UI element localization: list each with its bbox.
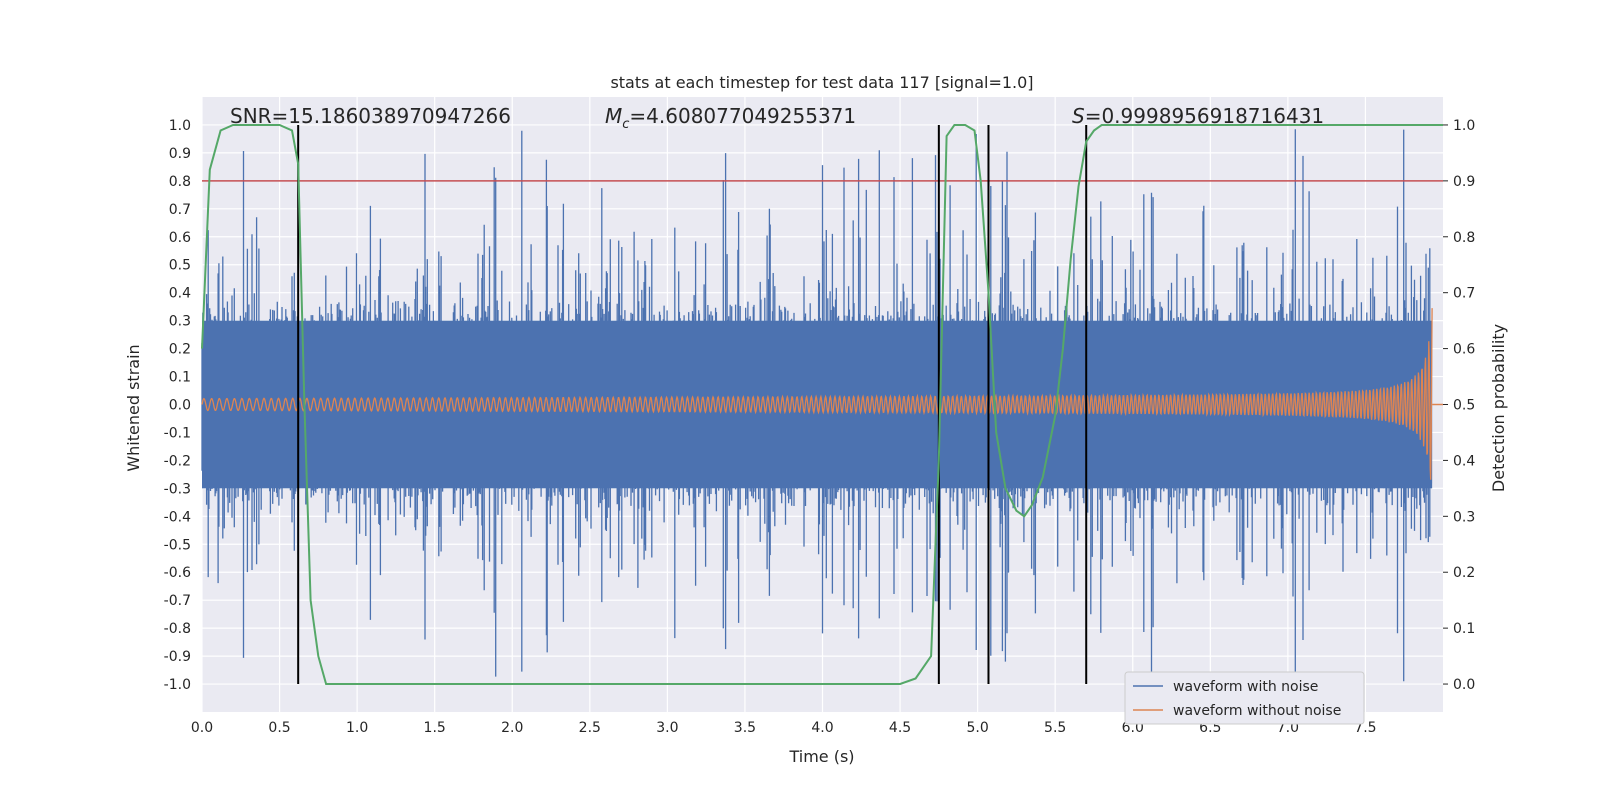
y-axis-left-label: Whitened strain — [124, 344, 143, 471]
y-left-tick-label: 0.7 — [169, 202, 191, 218]
x-tick-label: 0.0 — [191, 720, 213, 736]
y-right-tick-label: 0.5 — [1453, 398, 1475, 414]
legend-box — [1124, 671, 1365, 725]
y-left-tick-label: 0.3 — [169, 314, 191, 330]
y-left-tick-label: 0.6 — [169, 230, 191, 246]
x-axis-label: Time (s) — [788, 747, 854, 766]
detection-probability-line — [201, 124, 1443, 685]
y-axis-right-label: Detection probability — [1489, 324, 1508, 492]
x-tick-label: 5.5 — [1044, 720, 1066, 736]
y-right-tick-label: 0.6 — [1453, 342, 1475, 358]
overlay-layer — [201, 124, 1443, 685]
y-right-tick-label: 0.3 — [1453, 509, 1475, 525]
y-left-tick-label: 1.0 — [169, 118, 191, 134]
x-tick-label: 5.0 — [966, 720, 988, 736]
y-right-tick-label: 1.0 — [1453, 118, 1475, 134]
series-layer — [201, 129, 1443, 682]
y-left-tick-label: -0.5 — [164, 537, 191, 553]
y-left-tick-label: 0.0 — [169, 398, 191, 414]
legend-label-noise: waveform with noise — [1173, 679, 1318, 695]
y-left-tick-label: -0.9 — [164, 649, 191, 665]
y-right-tick-label: 0.8 — [1453, 230, 1475, 246]
waveform-without-noise-line — [201, 308, 1433, 480]
snr-annotation: SNR=15.186038970947266 — [230, 104, 511, 128]
y-left-tick-label: -0.4 — [164, 509, 191, 525]
y-left-tick-label: -0.7 — [164, 593, 191, 609]
x-tick-label: 1.5 — [424, 720, 446, 736]
y-left-tick-label: 0.9 — [169, 146, 191, 162]
mc-symbol: M — [605, 104, 622, 128]
y-right-tick-label: 0.1 — [1453, 621, 1475, 637]
y-left-tick-label: 0.4 — [169, 286, 191, 302]
x-tick-label: 3.0 — [656, 720, 678, 736]
s-value: =0.9998956918716431 — [1085, 104, 1324, 128]
y-left-tick-label: -0.3 — [164, 481, 191, 497]
x-tick-label: 4.0 — [811, 720, 833, 736]
x-tick-label: 0.5 — [268, 720, 290, 736]
y-left-tick-label: -0.2 — [164, 453, 191, 469]
x-tick-label: 4.5 — [889, 720, 911, 736]
s-annotation: S=0.9998956918716431 — [1072, 104, 1324, 128]
y-right-tick-label: 0.7 — [1453, 286, 1475, 302]
y-right-tick-label: 0.4 — [1453, 453, 1475, 469]
y-left-tick-label: 0.8 — [169, 174, 191, 190]
s-symbol: S — [1072, 104, 1085, 128]
y-right-tick-label: 0.9 — [1453, 174, 1475, 190]
x-tick-label: 3.5 — [734, 720, 756, 736]
y-left-tick-label: -1.0 — [164, 677, 191, 693]
y-right-tick-label: 0.2 — [1453, 565, 1475, 581]
x-tick-label: 2.0 — [501, 720, 523, 736]
x-tick-label: 1.0 — [346, 720, 368, 736]
chart-title: stats at each timestep for test data 117… — [610, 73, 1033, 92]
legend: waveform with noise waveform without noi… — [1124, 671, 1365, 725]
y-left-tick-label: 0.1 — [169, 370, 191, 386]
y-left-tick-label: 0.5 — [169, 258, 191, 274]
x-tick-label: 2.5 — [579, 720, 601, 736]
legend-label-clean: waveform without noise — [1173, 703, 1341, 719]
mc-value: =4.608077049255371 — [629, 104, 856, 128]
y-left-tick-label: 0.2 — [169, 342, 191, 358]
y-right-tick-label: 0.0 — [1453, 677, 1475, 693]
chirp-mass-annotation: Mc=4.608077049255371 — [605, 104, 856, 132]
y-left-tick-label: -0.6 — [164, 565, 191, 581]
y-left-tick-label: -0.1 — [164, 425, 191, 441]
mc-subscript: c — [622, 117, 629, 132]
y-left-tick-label: -0.8 — [164, 621, 191, 637]
